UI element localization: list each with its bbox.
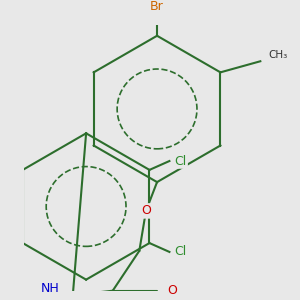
Text: Cl: Cl [174, 154, 187, 167]
Text: O: O [168, 284, 178, 297]
Text: O: O [141, 204, 151, 218]
Text: Br: Br [150, 0, 164, 14]
Text: Cl: Cl [174, 245, 187, 258]
Text: NH: NH [41, 282, 59, 295]
Text: CH₃: CH₃ [268, 50, 288, 60]
